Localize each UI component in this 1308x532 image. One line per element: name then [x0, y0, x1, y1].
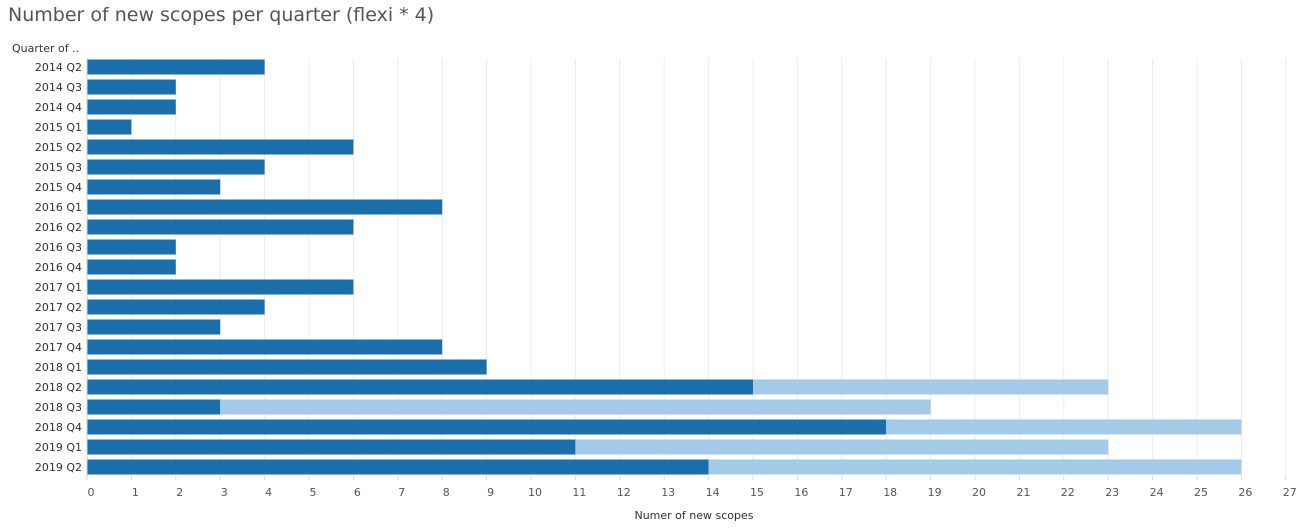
x-tick-label: 20	[972, 486, 986, 499]
bar-segment-primary	[87, 199, 443, 215]
bar-segment-primary	[87, 459, 709, 475]
category-label: 2016 Q4	[35, 261, 82, 274]
x-tick-label: 12	[617, 486, 631, 499]
category-label: 2017 Q2	[35, 301, 82, 314]
category-label: 2017 Q3	[35, 321, 82, 334]
category-label: 2014 Q2	[35, 61, 82, 74]
bar-segment-primary	[87, 59, 265, 75]
x-tick-label: 16	[794, 486, 808, 499]
bar-segment-primary	[87, 159, 265, 175]
x-tick-label: 0	[88, 486, 95, 499]
bar-segment-primary	[87, 399, 221, 415]
bar-segment-primary	[87, 99, 176, 115]
bar-segment-primary	[87, 319, 221, 335]
x-tick-label: 24	[1150, 486, 1164, 499]
x-tick-label: 13	[661, 486, 675, 499]
x-tick-label: 2	[176, 486, 183, 499]
bar-segment-primary	[87, 119, 132, 135]
x-tick-label: 4	[265, 486, 272, 499]
bar-segment-secondary	[220, 399, 931, 415]
category-label: 2015 Q2	[35, 141, 82, 154]
bar-segment-primary	[87, 359, 487, 375]
bar-segment-primary	[87, 179, 221, 195]
category-label: 2014 Q3	[35, 81, 82, 94]
bar-segment-secondary	[753, 379, 1109, 395]
bar-segment-primary	[87, 299, 265, 315]
bar-segment-primary	[87, 379, 753, 395]
x-tick-label: 27	[1283, 486, 1297, 499]
x-tick-label: 1	[132, 486, 139, 499]
category-label: 2017 Q1	[35, 281, 82, 294]
bar-segment-primary	[87, 279, 354, 295]
category-label: 2015 Q1	[35, 121, 82, 134]
row-header-label: Quarter of ..	[12, 42, 80, 55]
x-tick-label: 3	[221, 486, 228, 499]
bar-segment-secondary	[575, 439, 1109, 455]
x-tick-label: 17	[839, 486, 853, 499]
category-label: 2015 Q3	[35, 161, 82, 174]
category-label: 2016 Q3	[35, 241, 82, 254]
bar-segment-primary	[87, 259, 176, 275]
category-label: 2018 Q4	[35, 421, 82, 434]
x-tick-label: 9	[487, 486, 494, 499]
bar-segment-primary	[87, 219, 354, 235]
x-tick-label: 14	[706, 486, 720, 499]
x-tick-label: 22	[1061, 486, 1075, 499]
x-tick-label: 15	[750, 486, 764, 499]
bar-segment-primary	[87, 339, 443, 355]
bar-segment-secondary	[886, 419, 1242, 435]
category-label: 2019 Q2	[35, 461, 82, 474]
category-label: 2017 Q4	[35, 341, 82, 354]
bar-segment-primary	[87, 79, 176, 95]
bar-segment-secondary	[708, 459, 1242, 475]
category-label: 2018 Q1	[35, 361, 82, 374]
x-tick-label: 18	[883, 486, 897, 499]
category-label: 2014 Q4	[35, 101, 82, 114]
category-label: 2016 Q2	[35, 221, 82, 234]
x-tick-label: 21	[1016, 486, 1030, 499]
category-label: 2018 Q3	[35, 401, 82, 414]
x-tick-label: 7	[398, 486, 405, 499]
category-label: 2019 Q1	[35, 441, 82, 454]
bar-segment-primary	[87, 419, 887, 435]
x-tick-label: 11	[572, 486, 586, 499]
category-label: 2018 Q2	[35, 381, 82, 394]
category-label: 2015 Q4	[35, 181, 82, 194]
x-tick-label: 19	[928, 486, 942, 499]
x-tick-label: 25	[1194, 486, 1208, 499]
x-tick-label: 8	[443, 486, 450, 499]
category-label: 2016 Q1	[35, 201, 82, 214]
x-tick-label: 10	[528, 486, 542, 499]
x-tick-label: 23	[1105, 486, 1119, 499]
chart-title: Number of new scopes per quarter (flexi …	[8, 4, 435, 26]
bar-segment-primary	[87, 139, 354, 155]
bar-segment-primary	[87, 439, 576, 455]
x-axis-label: Numer of new scopes	[634, 509, 754, 522]
x-tick-label: 6	[354, 486, 361, 499]
x-tick-label: 26	[1238, 486, 1252, 499]
x-tick-label: 5	[310, 486, 317, 499]
bar-segment-primary	[87, 239, 176, 255]
